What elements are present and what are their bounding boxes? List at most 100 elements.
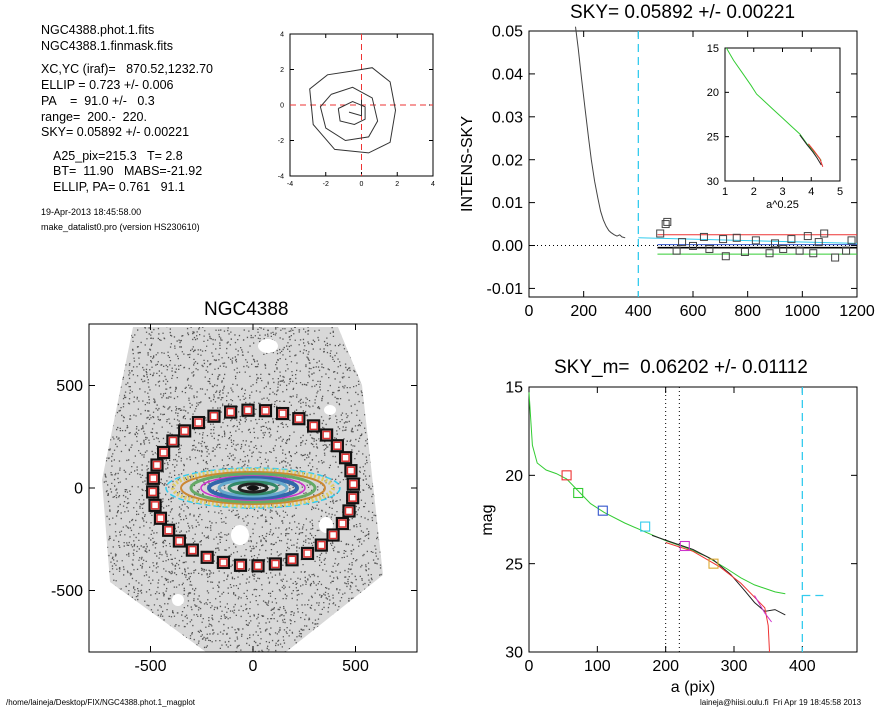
sky-box-inner bbox=[344, 506, 354, 516]
galaxy-isophote bbox=[165, 467, 341, 509]
sky-box-inner bbox=[253, 561, 263, 571]
red-mag-profile bbox=[665, 542, 770, 653]
sky-box-inner bbox=[328, 530, 338, 540]
galaxy-image-plot: -500 0 500 -500 0 500 bbox=[51, 323, 418, 675]
sky-box bbox=[346, 491, 360, 505]
x-tick-label: 600 bbox=[680, 303, 707, 320]
info-maskname: NGC4388.1.finmask.fits bbox=[41, 39, 173, 53]
x-tick-label: 2 bbox=[395, 181, 399, 188]
mag-box-marker bbox=[561, 470, 572, 481]
sky-box bbox=[292, 412, 306, 426]
x-tick-label: -2 bbox=[323, 181, 329, 188]
sky-box bbox=[251, 559, 265, 573]
sky-box-inner bbox=[261, 406, 270, 415]
sky-box-inner bbox=[341, 453, 350, 462]
x-tick-label: 300 bbox=[721, 658, 748, 675]
info-a25: A25_pix=215.3 T= 2.8 bbox=[53, 149, 183, 163]
y-tick-label: 0.05 bbox=[492, 24, 523, 41]
info-program: make_datalist0.pro (version HS230610) bbox=[41, 222, 200, 232]
info-ellip-pa: ELLIP, PA= 0.761 91.1 bbox=[53, 180, 185, 194]
sky-box bbox=[153, 511, 168, 525]
info-sky: SKY= 0.05892 +/- 0.00221 bbox=[41, 125, 190, 139]
info-ellip: ELLIP = 0.723 +/- 0.006 bbox=[41, 78, 174, 92]
intensity-profile bbox=[575, 26, 626, 239]
y-tick-label: 0 bbox=[74, 481, 83, 498]
y-tick-label: -2 bbox=[278, 138, 284, 145]
sky-box bbox=[178, 424, 192, 438]
y-tick-label: 15 bbox=[505, 380, 523, 397]
sky-box-marker bbox=[705, 244, 714, 253]
sky-box-marker bbox=[765, 249, 774, 258]
sky-box-marker bbox=[721, 252, 730, 261]
sky-box-inner bbox=[236, 561, 245, 570]
sky-y-axis-label: INTENS-SKY bbox=[459, 116, 476, 212]
sky-box-inner bbox=[202, 553, 212, 562]
sky-box bbox=[150, 458, 164, 472]
y-tick-label: 0.02 bbox=[492, 152, 523, 169]
sky-box-inner bbox=[209, 411, 219, 421]
sky-box bbox=[314, 538, 328, 552]
x-tick-label: 4 bbox=[431, 181, 435, 188]
galaxy-isophote bbox=[180, 471, 326, 505]
magenta-mag-profile bbox=[754, 595, 772, 623]
sky-box-inner bbox=[317, 540, 326, 550]
sky-box bbox=[146, 471, 160, 485]
sky-box-marker bbox=[699, 232, 708, 241]
sky-box-marker bbox=[672, 246, 681, 255]
inset-background bbox=[725, 48, 840, 181]
sky-box bbox=[320, 428, 334, 442]
galaxy-isophote bbox=[237, 482, 269, 494]
sky-box bbox=[342, 504, 356, 518]
x-tick-label: -500 bbox=[134, 658, 166, 675]
sky-box bbox=[166, 434, 180, 448]
sky-box-marker bbox=[847, 236, 856, 245]
x-tick-label: 0 bbox=[249, 658, 258, 675]
sky-box bbox=[146, 485, 160, 499]
info-filename: NGC4388.phot.1.fits bbox=[41, 23, 155, 37]
sky-box-inner bbox=[149, 474, 158, 483]
sky-box bbox=[241, 403, 255, 417]
sky-box-marker bbox=[719, 235, 728, 244]
sky-box-marker bbox=[751, 236, 760, 245]
y-tick-label: 20 bbox=[505, 468, 523, 485]
galaxy-isophote bbox=[207, 476, 299, 500]
y-tick-label: 30 bbox=[707, 176, 719, 188]
y-tick-label: 0.01 bbox=[492, 195, 523, 212]
y-tick-label: 15 bbox=[707, 43, 719, 55]
footer-path: /home/laineja/Desktop/FIX/NGC4388.phot.1… bbox=[6, 698, 195, 707]
sky-box-marker bbox=[809, 249, 818, 258]
sky-box bbox=[162, 523, 176, 537]
info-range: range= 200.- 220. bbox=[41, 110, 147, 124]
x-tick-label: 400 bbox=[625, 303, 652, 320]
y-tick-label: 0.03 bbox=[492, 109, 523, 126]
x-tick-label: 200 bbox=[570, 303, 597, 320]
sky-box-marker bbox=[771, 239, 779, 248]
masked-star bbox=[172, 594, 184, 606]
sky-box bbox=[346, 477, 360, 491]
mag-profile-plot: 0 100 200 300 400 15 20 25 30 a (pix) mag bbox=[479, 380, 858, 696]
inset-x-axis-label: a^0.25 bbox=[766, 199, 799, 211]
sky-box-marker bbox=[740, 247, 749, 256]
sky-box-inner bbox=[188, 545, 197, 555]
galaxy-nucleus bbox=[247, 485, 259, 491]
isophote-contour bbox=[319, 86, 379, 142]
mag-box-marker bbox=[597, 505, 608, 516]
mag-plot-title: SKY_m= 0.06202 +/- 0.01112 bbox=[554, 357, 808, 378]
green-mag-profile bbox=[528, 392, 786, 595]
x-tick-label: 800 bbox=[734, 303, 761, 320]
sky-box bbox=[148, 498, 162, 512]
sky-box bbox=[185, 543, 199, 557]
y-tick-label: 20 bbox=[707, 87, 719, 99]
sky-box-marker bbox=[803, 232, 812, 241]
sky-box-inner bbox=[152, 460, 162, 470]
sky-box-inner bbox=[180, 426, 189, 436]
sky-box-inner bbox=[194, 418, 203, 427]
sky-box-marker bbox=[689, 241, 697, 250]
y-tick-label: 25 bbox=[707, 132, 719, 144]
sky-box-inner bbox=[150, 501, 160, 510]
sky-box-inner bbox=[168, 436, 178, 446]
sky-box-inner bbox=[287, 555, 297, 565]
sky-box-inner bbox=[346, 466, 356, 475]
sky-box-marker bbox=[779, 244, 788, 253]
image-title: NGC4388 bbox=[204, 299, 289, 320]
